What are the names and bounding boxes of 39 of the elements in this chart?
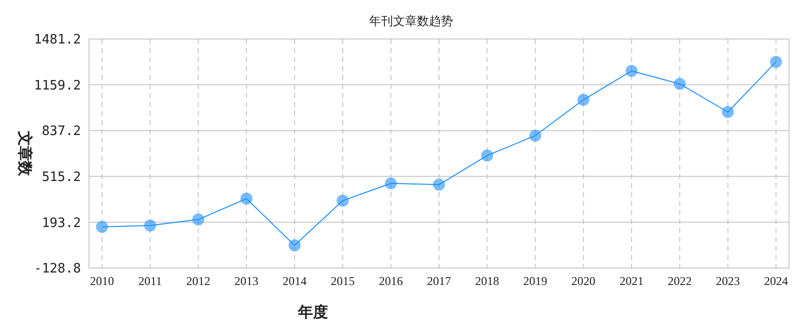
x-tick-label: 2017 — [427, 274, 451, 288]
y-axis-title: 文章数 — [16, 130, 34, 177]
point — [433, 178, 445, 191]
x-tick-label: 2020 — [571, 274, 596, 288]
y-tick-label: 1159.2 — [34, 78, 81, 94]
point — [577, 94, 590, 106]
point — [626, 64, 638, 77]
y-tick-label: -128.8 — [34, 262, 81, 277]
point — [529, 130, 542, 142]
x-tick-label: 2018 — [475, 274, 500, 288]
y-tick-label: 193.2 — [42, 216, 81, 231]
point — [481, 150, 494, 162]
point — [336, 194, 349, 207]
point — [722, 106, 734, 118]
point — [240, 192, 252, 205]
x-tick-label: 2023 — [716, 274, 740, 288]
x-tick-label: 2019 — [523, 274, 548, 288]
x-tick-label: 2013 — [234, 274, 258, 288]
chart-title: 年刊文章数趋势 — [369, 14, 453, 28]
point — [384, 177, 397, 190]
point — [770, 56, 782, 68]
point — [192, 214, 204, 226]
point — [96, 220, 108, 233]
x-tick-label: 2010 — [90, 274, 114, 288]
y-tick-label: 837.2 — [42, 124, 81, 140]
point — [288, 239, 301, 252]
x-tick-label: 2022 — [668, 274, 692, 288]
x-axis-title: 年度 — [297, 303, 328, 321]
x-tick-label: 2011 — [138, 274, 162, 288]
point — [674, 78, 686, 90]
point — [144, 220, 156, 232]
y-tick-label: 1481.2 — [34, 32, 81, 48]
y-tick-label: 515.2 — [42, 170, 81, 185]
x-tick-label: 2014 — [282, 274, 307, 288]
x-tick-label: 2016 — [378, 274, 403, 288]
x-tick-label: 2015 — [330, 274, 355, 288]
x-tick-label: 2012 — [186, 274, 210, 288]
x-tick-label: 2021 — [620, 274, 644, 288]
x-tick-label: 2024 — [764, 274, 788, 288]
